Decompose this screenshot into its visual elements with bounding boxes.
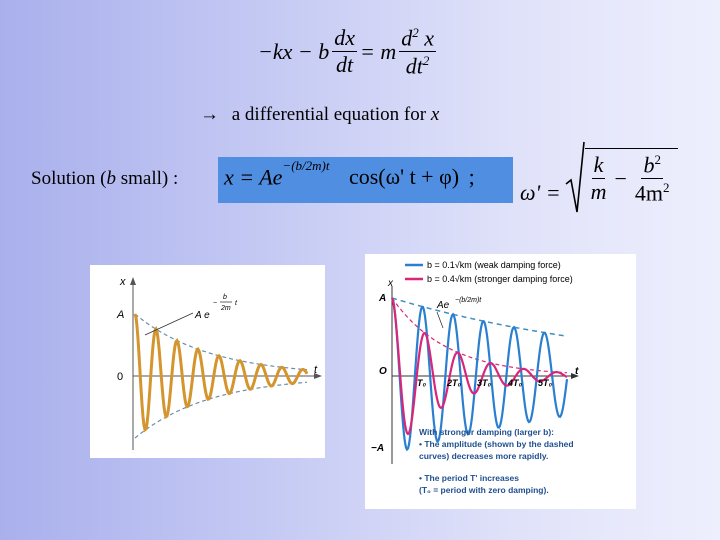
- left-zero-label: 0: [117, 371, 123, 383]
- left-oscillation-curve: [133, 313, 309, 433]
- arrow-caption: → a differential equation for x: [200, 104, 439, 126]
- equation-lhs: −kx − b: [258, 38, 330, 64]
- note-line-2: curves) decreases more rapidly.: [419, 451, 548, 461]
- equals-m: = m: [360, 38, 397, 64]
- formula-rhs: cos(ω' t + φ): [348, 164, 460, 190]
- right-pink-curve: [390, 297, 568, 436]
- tick-5T0: 5T₀: [538, 378, 553, 388]
- left-envelope-top: [134, 313, 307, 371]
- right-blue-curve: [391, 297, 569, 452]
- b-symbol: b: [643, 152, 655, 177]
- left-envelope-label: A e: [194, 310, 210, 321]
- left-envelope-den: 2m: [220, 305, 231, 312]
- formula-exponent: −(b/2m)t: [282, 158, 330, 173]
- formula-semicolon: ;: [468, 164, 475, 190]
- differential-equation: −kx − b dx dt = m d2 x dt2: [258, 26, 436, 78]
- dx-dt-fraction: dx dt: [332, 27, 357, 76]
- 4m-symbol: 4m: [634, 180, 664, 206]
- b-squared: 2: [654, 151, 661, 167]
- solution-formula: x = Ae−(b/2m)t cos(ω' t + φ) ;: [224, 158, 475, 190]
- arrow-var: x: [430, 104, 440, 125]
- note-line-1: • The amplitude (shown by the dashed: [419, 439, 574, 449]
- right-envelope-label: Ae: [436, 300, 450, 311]
- d-symbol: d: [401, 25, 413, 51]
- left-damped-plot: x A 0 t A e − b 2m t: [90, 265, 325, 458]
- legend-label-pink: b = 0.4√km (stronger damping force): [427, 274, 573, 284]
- omega-lhs: ω' =: [520, 180, 561, 205]
- tick-4T0: 4T₀: [507, 378, 523, 388]
- solution-label-post: small) :: [115, 168, 179, 189]
- k-over-m: k m: [589, 154, 609, 203]
- dx-numerator: dx: [332, 25, 357, 53]
- right-damped-plot: b = 0.1√km (weak damping force) b = 0.4√…: [365, 254, 636, 509]
- sqrt-icon: [565, 141, 585, 213]
- d2x-dt2-fraction: d2 x dt2: [399, 26, 436, 78]
- left-amp-label: A: [116, 309, 124, 321]
- left-y-label: x: [119, 276, 126, 288]
- solution-label-b: b: [106, 168, 116, 189]
- left-envelope-pointer: [144, 312, 194, 336]
- solution-label: Solution (b small) :: [31, 168, 178, 190]
- legend-label-blue: b = 0.1√km (weak damping force): [427, 260, 561, 270]
- note-line-4: (T₀ = period with zero damping).: [419, 485, 549, 495]
- left-plot-svg: x A 0 t A e − b 2m t: [116, 276, 322, 450]
- solution-label-pre: Solution (: [31, 168, 107, 189]
- tick-2T0: 2T₀: [446, 378, 462, 388]
- arrow-text: a differential equation for: [231, 104, 427, 125]
- right-envelope-pointer: [436, 311, 444, 329]
- right-neg-amp-label: −A: [371, 443, 384, 454]
- right-amp-label: A: [378, 293, 386, 304]
- dt-symbol: dt: [405, 53, 423, 79]
- sqrt-content: k m − b2 4m2: [584, 147, 678, 205]
- right-envelope-exp: −(b/2m)t: [455, 297, 482, 304]
- x-symbol: x: [424, 25, 434, 51]
- k-symbol: k: [591, 152, 606, 179]
- right-y-label: x: [387, 278, 394, 289]
- right-plot-svg: b = 0.1√km (weak damping force) b = 0.4√…: [371, 260, 579, 495]
- formula-lhs: x = Ae: [224, 164, 283, 190]
- exponent-2b: 2: [422, 53, 430, 69]
- dt-denominator: dt: [336, 52, 354, 78]
- m-symbol: m: [590, 179, 607, 204]
- left-t-label: t: [314, 364, 318, 376]
- right-zero-label: O: [379, 366, 387, 377]
- solution-formula-box: [218, 157, 513, 203]
- right-x-arrow: [571, 373, 579, 379]
- left-envelope-t: t: [235, 300, 238, 307]
- arrow-icon: →: [200, 104, 219, 125]
- left-x-arrow: [314, 373, 322, 379]
- left-envelope-sign: −: [213, 300, 217, 307]
- m-squared: 2: [663, 180, 670, 195]
- exponent-2: 2: [412, 25, 419, 40]
- omega-equation: ω' = k m − b2 4m2: [520, 140, 678, 214]
- minus-sign: −: [614, 165, 627, 191]
- tick-3T0: 3T₀: [477, 378, 492, 388]
- tick-T0: T₀: [417, 378, 426, 388]
- right-t-label: t: [575, 366, 579, 377]
- note-line-0: With stronger damping (larger b):: [419, 427, 554, 437]
- left-envelope-num: b: [223, 294, 227, 301]
- left-y-arrow: [130, 277, 136, 285]
- left-envelope-bottom: [134, 381, 307, 439]
- note-line-3: • The period T' increases: [419, 473, 519, 483]
- b2-over-4m2: b2 4m2: [633, 153, 672, 205]
